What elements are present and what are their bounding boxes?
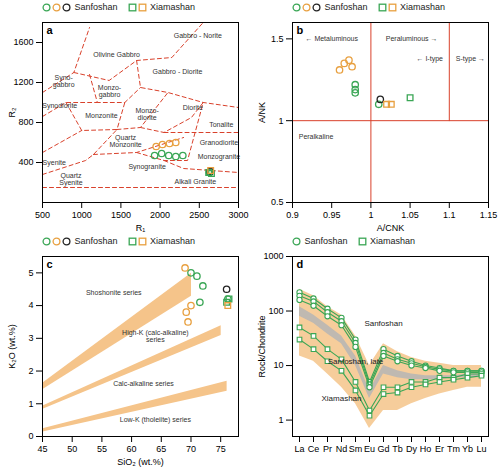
svg-text:800: 800 <box>18 117 33 127</box>
svg-text:Sanfoshan, late: Sanfoshan, late <box>328 357 384 366</box>
svg-text:Eu: Eu <box>364 444 375 454</box>
svg-text:1.05: 1.05 <box>401 210 419 220</box>
svg-text:1.5: 1.5 <box>271 34 284 44</box>
svg-text:3: 3 <box>28 333 33 343</box>
svg-text:1600: 1600 <box>13 37 33 47</box>
svg-text:Sanfoshan: Sanfoshan <box>364 319 402 328</box>
svg-text:Monzo-gabbro: Monzo-gabbro <box>98 84 122 99</box>
svg-text:1000: 1000 <box>72 210 92 220</box>
svg-text:1000: 1000 <box>263 251 283 261</box>
svg-text:Granodiorite: Granodiorite <box>200 139 239 146</box>
html-text:Xiamashan: Xiamashan <box>367 236 416 246</box>
svg-text:A/CNK: A/CNK <box>377 223 405 233</box>
svg-text:Er: Er <box>435 444 444 454</box>
svg-text:b: b <box>297 24 304 36</box>
svg-text:Monzogranite: Monzogranite <box>198 153 241 161</box>
svg-text:High-K (calc-alkaline)series: High-K (calc-alkaline)series <box>122 329 189 343</box>
svg-text:QuartzMonzonite: QuartzMonzonite <box>109 134 141 148</box>
svg-text:65: 65 <box>156 444 166 454</box>
svg-text:0.95: 0.95 <box>323 210 341 220</box>
svg-text:← I-type: ← I-type <box>416 55 443 63</box>
svg-text:3000: 3000 <box>228 210 248 220</box>
svg-text:1: 1 <box>278 415 283 425</box>
svg-text:1: 1 <box>368 210 373 220</box>
svg-text:S-type →: S-type → <box>456 55 485 63</box>
svg-text:Tm: Tm <box>447 444 460 454</box>
svg-text:0: 0 <box>28 431 33 441</box>
svg-text:1: 1 <box>28 399 33 409</box>
svg-text:Synodiorite: Synodiorite <box>42 102 77 110</box>
html-text:Sanfoshan: Sanfoshan <box>322 2 368 12</box>
svg-text:Yb: Yb <box>462 444 473 454</box>
svg-text:500: 500 <box>35 210 50 220</box>
svg-text:R₁: R₁ <box>136 223 146 233</box>
svg-text:Synogranite: Synogranite <box>128 163 165 171</box>
svg-text:Dy: Dy <box>406 444 417 454</box>
svg-text:Syenite: Syenite <box>43 159 66 167</box>
svg-text:2500: 2500 <box>189 210 209 220</box>
svg-text:La: La <box>294 444 304 454</box>
html-text:Xiamashan: Xiamashan <box>397 2 446 12</box>
svg-text:1200: 1200 <box>13 77 33 87</box>
svg-text:5: 5 <box>28 268 33 278</box>
svg-text:2: 2 <box>28 366 33 376</box>
svg-text:1.15: 1.15 <box>480 210 498 220</box>
svg-text:c: c <box>47 258 53 270</box>
html-text:Sanfoshan: Sanfoshan <box>302 236 348 246</box>
svg-text:Tb: Tb <box>392 444 403 454</box>
svg-text:Gabbro - Norite: Gabbro - Norite <box>174 32 222 39</box>
svg-text:Monzonite: Monzonite <box>85 112 117 119</box>
svg-text:a: a <box>47 24 54 36</box>
svg-text:70: 70 <box>186 444 196 454</box>
svg-text:Syno-gabbro: Syno-gabbro <box>53 74 75 89</box>
svg-text:Calc-alkaline series: Calc-alkaline series <box>113 380 174 387</box>
svg-text:Pr: Pr <box>323 444 332 454</box>
svg-text:10: 10 <box>273 360 283 370</box>
html-text:Xiamashan: Xiamashan <box>147 236 196 246</box>
svg-text:Monzo-diorite: Monzo-diorite <box>135 107 159 121</box>
svg-text:75: 75 <box>216 444 226 454</box>
svg-text:1.1: 1.1 <box>443 210 456 220</box>
svg-text:1: 1 <box>278 116 283 126</box>
svg-text:60: 60 <box>127 444 137 454</box>
svg-text:Gabbro - Diorite: Gabbro - Diorite <box>153 68 203 75</box>
svg-text:Rock/Chondrite: Rock/Chondrite <box>257 315 267 377</box>
svg-text:SiO₂ (wt.%): SiO₂ (wt.%) <box>117 457 164 467</box>
svg-text:Peraluminous →: Peraluminous → <box>386 35 438 42</box>
svg-text:Lu: Lu <box>476 444 486 454</box>
html-text:Sanfoshan: Sanfoshan <box>72 2 118 12</box>
svg-text:Nd: Nd <box>336 444 348 454</box>
svg-text:1500: 1500 <box>111 210 131 220</box>
svg-text:R₂: R₂ <box>7 107 17 117</box>
svg-text:Alkali Granite: Alkali Granite <box>175 178 217 185</box>
svg-text:Shoshonite series: Shoshonite series <box>86 289 142 296</box>
html-text:Xiamashan: Xiamashan <box>147 2 196 12</box>
svg-text:55: 55 <box>97 444 107 454</box>
svg-text:Gd: Gd <box>377 444 389 454</box>
svg-text:QuartzSyenite: QuartzSyenite <box>59 172 82 187</box>
svg-text:Peralkaline: Peralkaline <box>299 133 334 140</box>
svg-text:← Metaluminous: ← Metaluminous <box>305 35 358 42</box>
svg-text:45: 45 <box>37 444 47 454</box>
svg-text:Diorite: Diorite <box>183 104 203 111</box>
svg-text:Tonalite: Tonalite <box>209 121 233 128</box>
svg-text:A/NK: A/NK <box>257 102 267 123</box>
svg-text:Low-K (tholeiite) series: Low-K (tholeiite) series <box>120 416 192 424</box>
svg-text:Ho: Ho <box>420 444 432 454</box>
svg-text:Ce: Ce <box>308 444 320 454</box>
html-text:Sanfoshan: Sanfoshan <box>72 236 118 246</box>
svg-text:d: d <box>297 258 304 270</box>
svg-text:Olivine Gabbro: Olivine Gabbro <box>93 51 140 58</box>
svg-text:0.9: 0.9 <box>286 210 299 220</box>
svg-text:2000: 2000 <box>150 210 170 220</box>
svg-text:100: 100 <box>268 306 283 316</box>
svg-text:Xiamashan: Xiamashan <box>321 394 361 403</box>
svg-text:4: 4 <box>28 300 33 310</box>
svg-text:50: 50 <box>67 444 77 454</box>
svg-text:400: 400 <box>18 157 33 167</box>
svg-text:0.5: 0.5 <box>271 197 284 207</box>
svg-text:K₂O (wt.%): K₂O (wt.%) <box>7 324 17 369</box>
svg-text:Sm: Sm <box>349 444 363 454</box>
